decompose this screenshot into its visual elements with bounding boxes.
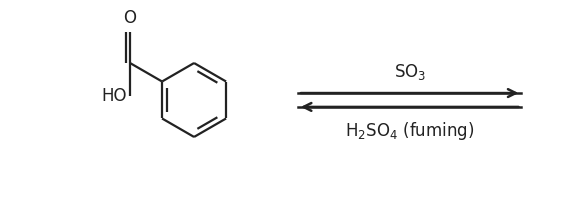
Text: SO$_3$: SO$_3$	[394, 62, 426, 82]
Text: HO: HO	[101, 87, 127, 105]
Text: O: O	[124, 9, 137, 27]
Text: H$_2$SO$_4$ (fuming): H$_2$SO$_4$ (fuming)	[345, 120, 475, 142]
